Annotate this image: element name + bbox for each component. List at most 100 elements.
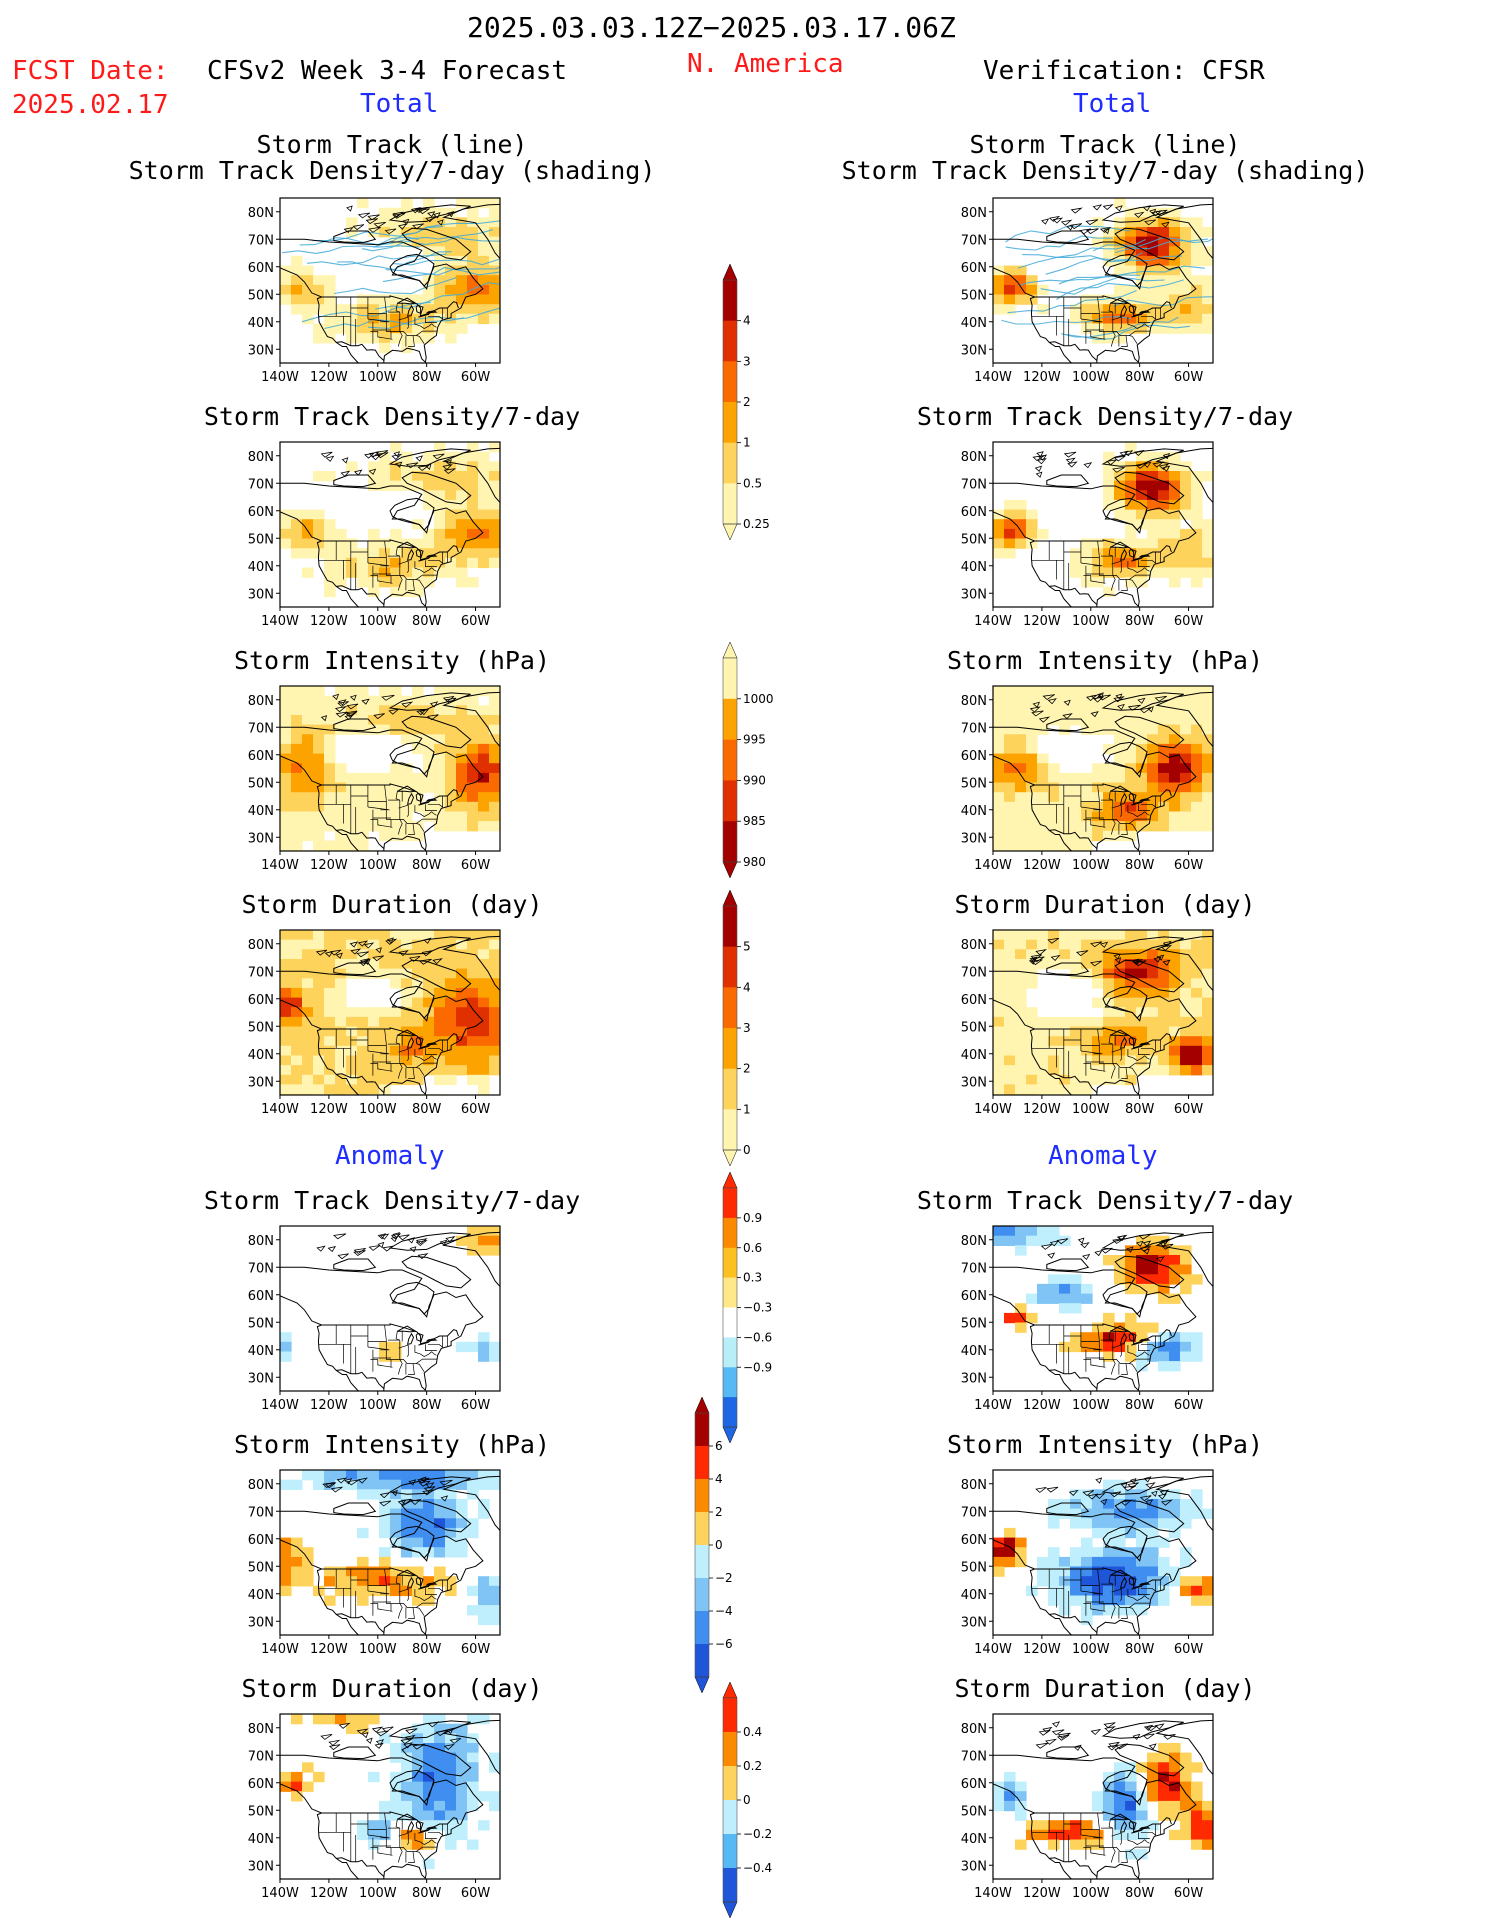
colorbar-label: 3 [743,1021,751,1035]
lat-tick-label: 50N [961,776,987,791]
title-density-anom-right: Storm Track Density/7-day [916,1186,1294,1215]
colorbar-label: −0.6 [743,1330,772,1344]
colorbar-label: 2 [743,1062,751,1076]
colorbar-label: −0.9 [743,1360,772,1374]
lon-tick-label: 100W [359,1102,397,1117]
lat-tick-label: 40N [248,804,274,819]
colorbar-segment [723,821,737,863]
lat-tick-label: 50N [248,1316,274,1331]
lon-tick-label: 120W [1023,858,1061,873]
colorbar-label: 4 [743,980,751,994]
lat-tick-label: 30N [961,1615,987,1630]
lat-tick-label: 50N [248,532,274,547]
colorbar-segment [695,1512,709,1546]
lon-tick-label: 80W [412,1642,442,1657]
map-verification-intensity-total: 80N 70N 60N 50N 40N 30N 140W 120W 100W 80W 60W [961,685,1214,873]
lon-tick-label: 100W [1072,614,1110,629]
lon-tick-label: 140W [261,1102,299,1117]
lat-tick-label: 60N [961,261,987,276]
colorbar-segment [695,1611,709,1645]
colorbar-segment [695,1446,709,1480]
lon-tick-label: 60W [1174,614,1204,629]
lat-tick-label: 60N [248,1289,274,1304]
colorbar-label: 0.3 [743,1271,762,1285]
colorbar-segment [723,361,737,403]
lon-tick-label: 60W [461,1642,491,1657]
colorbar-intensity-anomaly: 6 4 2 0 −2 −4 −6 [694,1396,733,1694]
colorbar-segment [723,1247,737,1279]
colorbar-segment [723,483,737,525]
fcst-date-label: FCST Date: [12,56,169,86]
lon-tick-label: 100W [1072,370,1110,385]
lon-tick-label: 140W [261,1886,299,1901]
colorbar-segment [723,1337,737,1368]
lat-tick-label: 30N [248,1859,274,1874]
colorbar-label: 990 [743,773,766,787]
lat-tick-label: 80N [961,1478,987,1493]
colorbar-segment [695,1578,709,1612]
colorbar-label: 2 [715,1505,723,1519]
lon-tick-label: 60W [1174,1642,1204,1657]
title-density-left: Storm Track Density/7-day [203,402,581,431]
title-density-right: Storm Track Density/7-day [916,402,1294,431]
lat-tick-label: 60N [961,1777,987,1792]
colorbar-label: −0.2 [743,1827,772,1841]
lat-tick-label: 80N [961,450,987,465]
colorbar-segment [723,1732,737,1767]
lon-tick-label: 100W [1072,858,1110,873]
lat-tick-label: 30N [961,587,987,602]
colorbar-bottom-arrow [722,523,738,541]
lon-tick-label: 140W [974,1642,1012,1657]
lat-tick-label: 70N [961,721,987,736]
lon-tick-label: 80W [412,1886,442,1901]
lat-tick-label: 30N [961,831,987,846]
lon-tick-label: 60W [1174,1886,1204,1901]
lon-tick-label: 100W [1072,1102,1110,1117]
lon-tick-label: 100W [1072,1398,1110,1413]
lon-tick-label: 60W [1174,1398,1204,1413]
colorbar-top-arrow [722,641,738,659]
colorbar-segment [723,658,737,700]
title-intensity-anom-left: Storm Intensity (hPa) [233,1430,551,1459]
colorbar-label: 4 [743,314,751,328]
colorbar-bottom-arrow [694,1676,710,1694]
colorbar-label: −0.3 [743,1301,772,1315]
colorbar-label: 0 [743,1143,751,1157]
lon-tick-label: 140W [261,1398,299,1413]
lat-tick-label: 40N [248,1588,274,1603]
colorbar-label: 0.6 [743,1241,762,1255]
lat-tick-label: 60N [961,505,987,520]
title-duration-left: Storm Duration (day) [241,890,543,919]
lat-tick-label: 30N [961,343,987,358]
colorbar-duration-total: 5 4 3 2 1 0 [722,889,751,1167]
lat-tick-label: 70N [248,721,274,736]
lon-tick-label: 60W [461,614,491,629]
lon-tick-label: 140W [261,858,299,873]
lon-tick-label: 120W [1023,614,1061,629]
map-verification-track-total: 80N 70N 60N 50N 40N 30N 140W 120W 100W 80W 60W [961,197,1214,385]
lat-tick-label: 30N [248,587,274,602]
fcst-date-value: 2025.02.17 [12,90,169,120]
colorbar-segment [723,1834,737,1869]
lon-tick-label: 80W [1125,370,1155,385]
lon-tick-label: 140W [261,1642,299,1657]
lat-tick-label: 40N [248,1832,274,1847]
map-forecast-intensity-anomaly: 80N 70N 60N 50N 40N 30N 140W 120W 100W 80W 60W [248,1469,501,1657]
colorbar-segment [723,280,737,322]
lat-tick-label: 60N [248,749,274,764]
map-verification-density-anomaly: 80N 70N 60N 50N 40N 30N 140W 120W 100W 80W 60W [961,1225,1214,1413]
lat-tick-label: 70N [961,965,987,980]
lat-tick-label: 30N [248,1615,274,1630]
lat-tick-label: 40N [961,316,987,331]
colorbar-top-arrow [722,263,738,281]
colorbar-label: 1 [743,436,751,450]
colorbar-density-total: 4 3 2 1 0.5 0.25 [722,263,770,541]
lat-tick-label: 50N [961,288,987,303]
colorbar-segment [723,1028,737,1070]
map-forecast-density-anomaly: 80N 70N 60N 50N 40N 30N 140W 120W 100W 80W 60W [248,1225,501,1413]
lat-tick-label: 50N [248,288,274,303]
lon-tick-label: 80W [412,858,442,873]
lon-tick-label: 140W [974,1886,1012,1901]
lon-tick-label: 60W [1174,858,1204,873]
lat-tick-label: 40N [961,804,987,819]
